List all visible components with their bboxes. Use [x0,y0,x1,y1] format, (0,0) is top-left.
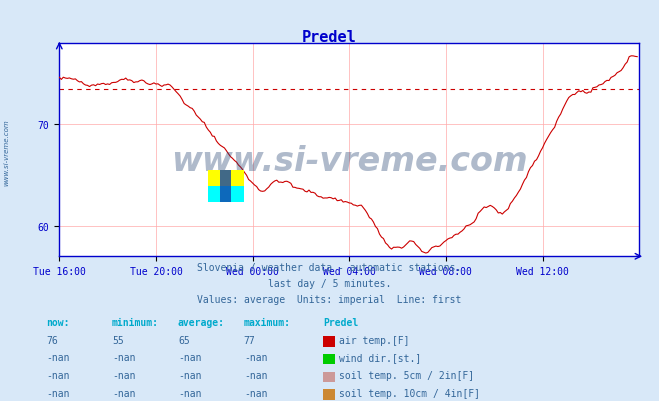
Polygon shape [220,170,231,203]
Text: maximum:: maximum: [244,317,291,327]
Text: www.si-vreme.com: www.si-vreme.com [3,119,9,186]
Text: soil temp. 10cm / 4in[F]: soil temp. 10cm / 4in[F] [339,388,480,398]
Text: 76: 76 [46,335,58,345]
Text: minimum:: minimum: [112,317,159,327]
Text: -nan: -nan [112,352,136,363]
Text: 77: 77 [244,335,256,345]
Text: now:: now: [46,317,70,327]
Text: soil temp. 5cm / 2in[F]: soil temp. 5cm / 2in[F] [339,370,474,380]
Text: -nan: -nan [112,370,136,380]
Text: -nan: -nan [46,388,70,398]
Text: last day / 5 minutes.: last day / 5 minutes. [268,279,391,289]
Text: -nan: -nan [244,352,268,363]
Text: -nan: -nan [112,388,136,398]
Text: 55: 55 [112,335,124,345]
Text: -nan: -nan [46,352,70,363]
Text: average:: average: [178,317,225,327]
Text: -nan: -nan [178,370,202,380]
Polygon shape [208,170,244,186]
Text: air temp.[F]: air temp.[F] [339,335,410,345]
Text: -nan: -nan [178,352,202,363]
Text: wind dir.[st.]: wind dir.[st.] [339,352,422,363]
Text: Values: average  Units: imperial  Line: first: Values: average Units: imperial Line: fi… [197,295,462,305]
Polygon shape [208,186,244,203]
Text: -nan: -nan [46,370,70,380]
Text: Predel: Predel [302,30,357,45]
Text: -nan: -nan [244,370,268,380]
Text: www.si-vreme.com: www.si-vreme.com [171,144,528,178]
Text: Predel: Predel [323,317,358,327]
Text: -nan: -nan [244,388,268,398]
Text: 65: 65 [178,335,190,345]
Text: -nan: -nan [178,388,202,398]
Text: Slovenia / weather data - automatic stations.: Slovenia / weather data - automatic stat… [197,263,462,273]
